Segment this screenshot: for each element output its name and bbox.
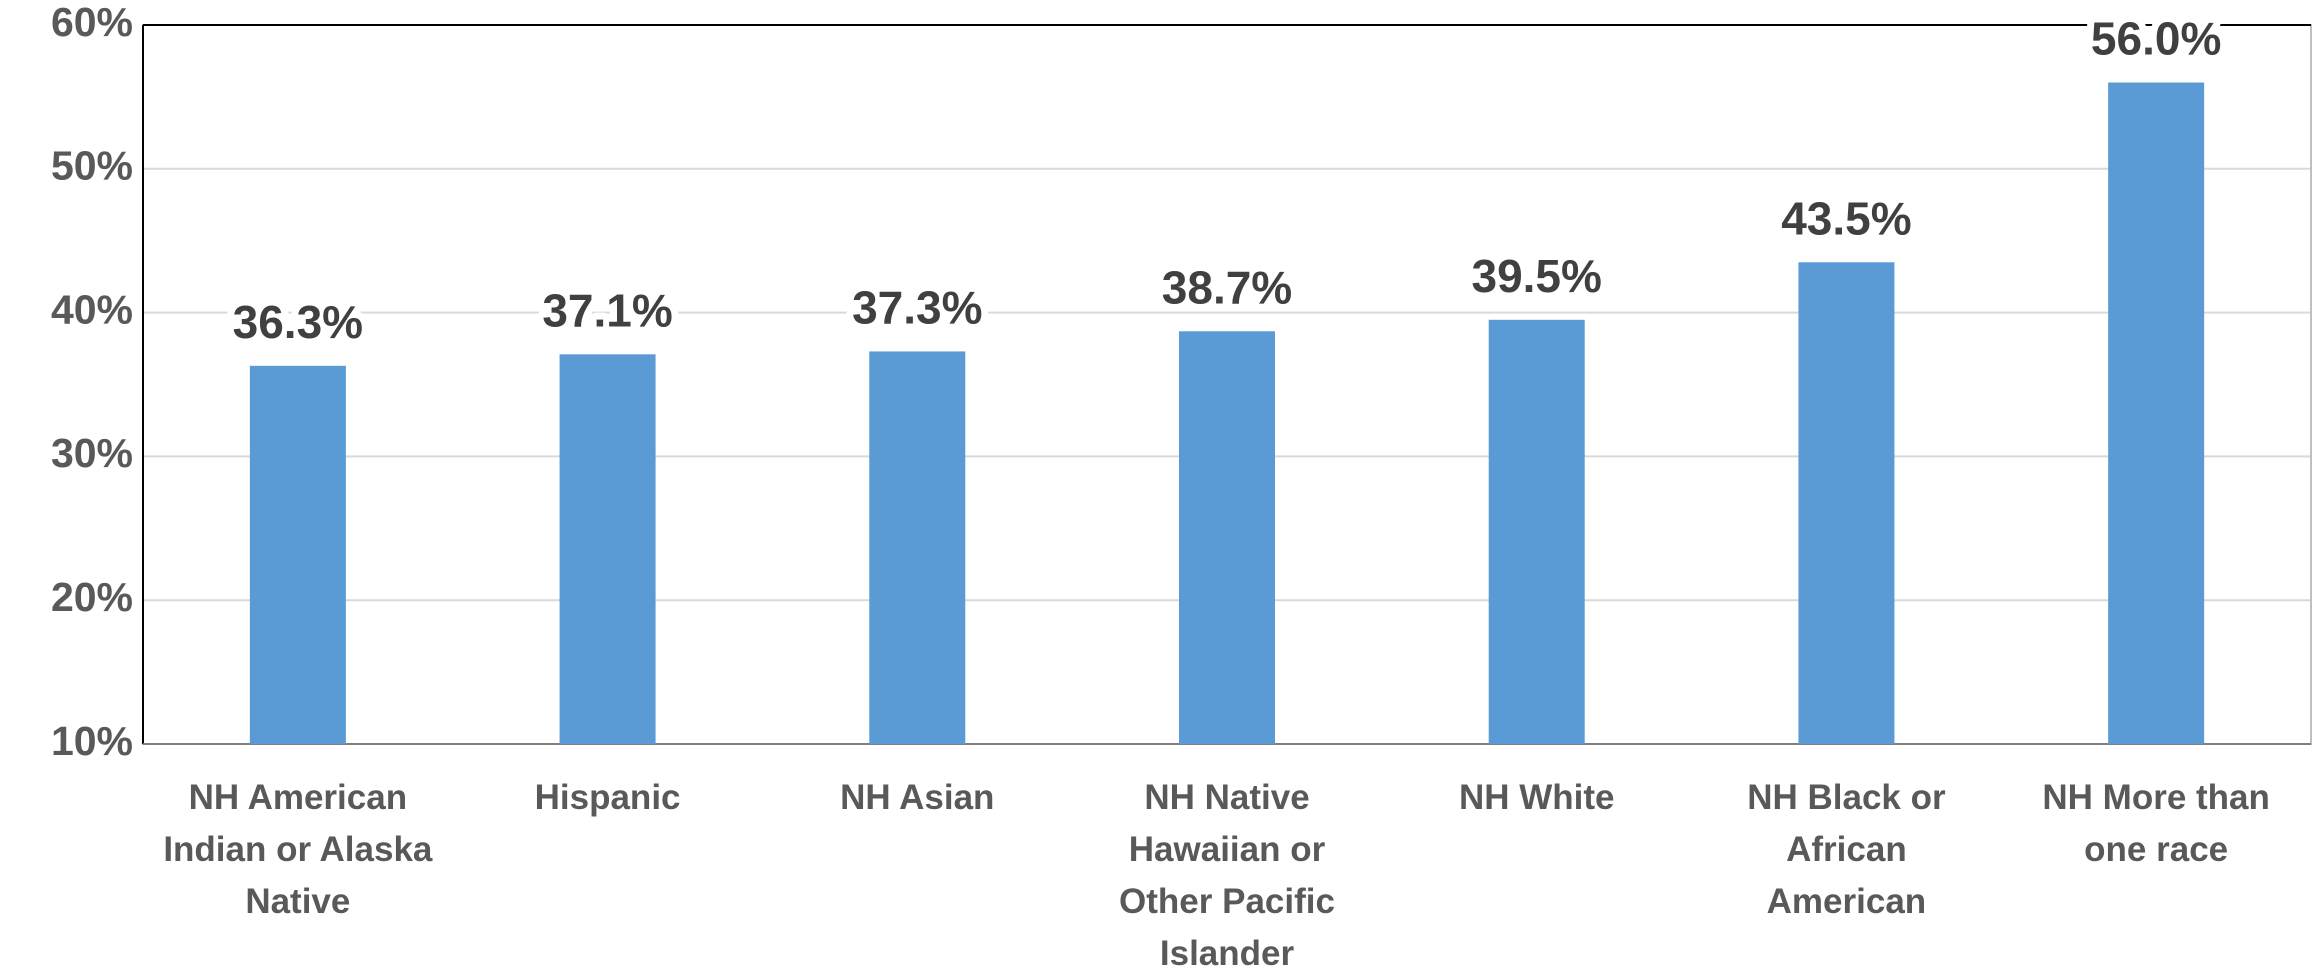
bar: [1798, 262, 1895, 744]
value-label: 39.5%: [1471, 250, 1601, 302]
value-label: 43.5%: [1781, 192, 1911, 244]
value-label: 37.3%: [852, 282, 982, 334]
y-tick-label: 10%: [51, 718, 133, 764]
bar: [2108, 82, 2205, 744]
y-tick-label: 40%: [51, 286, 133, 332]
y-tick-label: 50%: [51, 143, 133, 189]
y-tick-label: 20%: [51, 574, 133, 620]
value-label: 38.7%: [1162, 261, 1292, 313]
x-tick-label: NH American Indian or Alaska Native: [163, 778, 433, 921]
bar: [1178, 331, 1276, 744]
y-tick-label: 30%: [51, 430, 133, 476]
bar: [559, 354, 656, 744]
x-tick-label: NH Asian: [840, 778, 994, 817]
x-tick-label: NH Native Hawaiian or Other Pacific Islande…: [1119, 778, 1335, 972]
x-tick-label: NH More than one race: [2042, 778, 2270, 869]
value-label: 56.0%: [2091, 13, 2221, 65]
x-tick-label: NH White: [1459, 778, 1615, 817]
x-tick-label: Hispanic: [535, 778, 681, 817]
bar: [249, 365, 346, 744]
bar: [1488, 319, 1585, 744]
y-tick-label: 60%: [51, 0, 133, 45]
x-tick-label: NH Black or African American: [1747, 778, 1946, 921]
value-label: 36.3%: [233, 296, 363, 348]
value-label: 37.1%: [542, 284, 672, 336]
bar: [869, 351, 966, 744]
